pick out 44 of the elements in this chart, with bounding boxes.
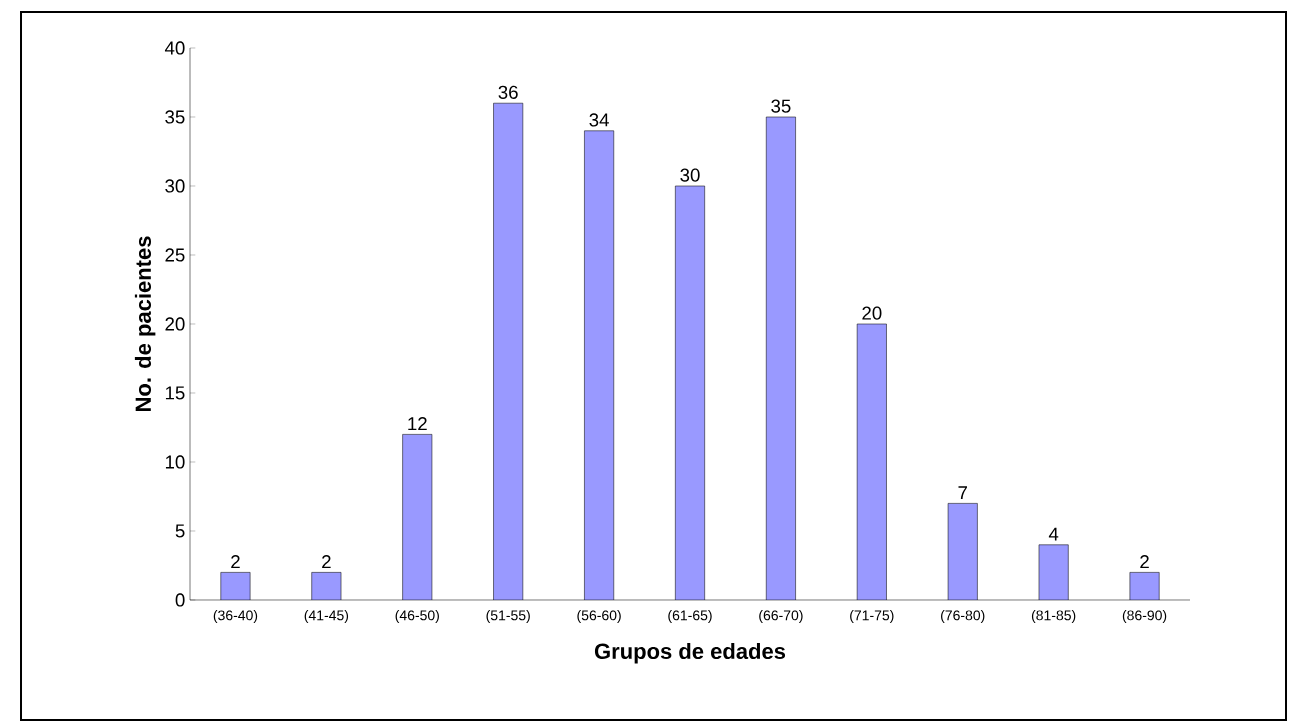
y-tick-label: 15 — [165, 386, 185, 400]
y-tick-label: 30 — [165, 179, 185, 193]
y-tick-label: 20 — [165, 317, 185, 331]
bar — [766, 116, 796, 600]
bar — [675, 185, 705, 600]
bar — [1129, 572, 1160, 600]
bar — [220, 572, 251, 600]
bar — [402, 434, 432, 600]
data-label: 20 — [862, 306, 882, 320]
data-label: 34 — [589, 113, 609, 127]
data-label: 35 — [771, 99, 791, 113]
x-tick-label: (71-75) — [850, 610, 894, 624]
data-label: 4 — [1048, 527, 1059, 541]
data-label: 2 — [322, 555, 331, 569]
x-tick-label: (56-60) — [577, 610, 621, 624]
x-tick-label: (81-85) — [1031, 610, 1076, 624]
x-tick-label: (36-40) — [213, 610, 258, 624]
y-tick-label: 35 — [165, 110, 185, 124]
x-tick-label: (51-55) — [486, 610, 530, 624]
y-tick-label: 10 — [165, 455, 185, 469]
x-tick-label: (76-80) — [941, 610, 985, 624]
bar — [948, 503, 978, 600]
bar — [493, 103, 523, 600]
x-tick-label: (86-90) — [1122, 610, 1167, 624]
y-axis-title: No. de pacientes — [134, 236, 156, 411]
data-label: 12 — [408, 417, 427, 431]
y-tick-label: 40 — [164, 41, 185, 55]
bar — [1038, 544, 1069, 600]
y-tick-label: 5 — [175, 524, 185, 538]
data-label: 30 — [680, 168, 700, 182]
bar — [584, 130, 614, 600]
x-tick-label: (61-65) — [668, 610, 712, 624]
bar — [311, 572, 342, 600]
bar — [857, 323, 887, 600]
y-tick-label: 0 — [175, 593, 185, 607]
x-axis-title: Grupos de edades — [594, 642, 786, 664]
x-tick-label: (66-70) — [759, 610, 803, 624]
data-label: 36 — [498, 85, 518, 99]
data-label: 2 — [1140, 555, 1149, 569]
y-tick-label: 25 — [165, 248, 185, 262]
x-tick-label: (41-45) — [304, 610, 349, 624]
data-label: 2 — [231, 555, 240, 569]
x-tick-label: (46-50) — [395, 610, 439, 624]
data-label: 7 — [958, 486, 967, 500]
